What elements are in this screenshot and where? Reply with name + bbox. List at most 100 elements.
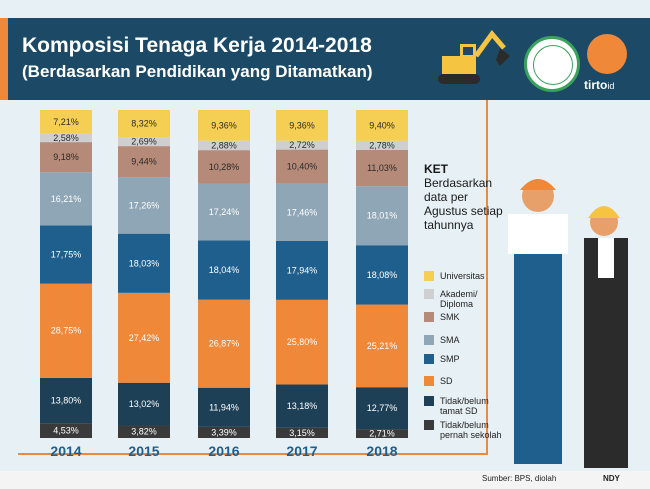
chart-title: Komposisi Tenaga Kerja 2014-2018: [22, 34, 372, 57]
legend-label: Tidak/belum tamat SD: [440, 396, 489, 416]
bar-segment: [40, 225, 92, 284]
source-note: Sumber: BPS, diolah: [482, 474, 557, 483]
legend-swatch: [424, 335, 434, 345]
tirto-wordmark: tirtoid: [584, 78, 615, 92]
x-tick-label: 2017: [286, 443, 317, 459]
workers-illustration: [508, 179, 628, 468]
legend-label: SD: [440, 376, 453, 386]
data-label: 10,28%: [209, 162, 240, 172]
chart-frame: [18, 100, 488, 455]
bar-segment: [198, 183, 250, 241]
data-label: 9,36%: [211, 120, 237, 130]
data-label: 25,21%: [367, 341, 398, 351]
legend-label: Akademi/ Diploma: [440, 289, 478, 309]
author-initials: NDY: [603, 474, 620, 483]
bar-segment: [198, 387, 250, 427]
data-label: 13,02%: [129, 399, 160, 409]
bar-segment: [118, 292, 170, 383]
data-label: 7,21%: [53, 117, 79, 127]
data-label: 2,58%: [53, 133, 79, 143]
bar-segment: [40, 283, 92, 378]
legend-label: Tidak/belum pernah sekolah: [440, 420, 502, 440]
data-label: 25,80%: [287, 337, 318, 347]
bar-segment: [118, 146, 170, 178]
data-label: 16,21%: [51, 194, 82, 204]
data-label: 8,32%: [131, 119, 157, 129]
bar-segment: [356, 429, 408, 438]
legend-swatch: [424, 289, 434, 299]
bar-segment: [356, 110, 408, 141]
bar-segment: [118, 425, 170, 438]
data-label: 17,24%: [209, 207, 240, 217]
data-label: 2,88%: [211, 140, 237, 150]
header-accent-stripe: [0, 18, 8, 100]
legend-swatch: [424, 396, 434, 406]
data-label: 13,80%: [51, 396, 82, 406]
bar-segment: [118, 110, 170, 138]
legend-swatch: [424, 312, 434, 322]
bar-segment: [40, 172, 92, 226]
x-tick-label: 2016: [208, 443, 239, 459]
x-tick-label: 2018: [366, 443, 397, 459]
bar-segment: [198, 140, 250, 151]
tirto-logo-icon: [587, 34, 627, 74]
data-label: 10,40%: [287, 162, 318, 172]
data-label: 9,40%: [369, 120, 395, 130]
bar-segment: [118, 233, 170, 293]
data-label: 18,03%: [129, 258, 160, 268]
bar-segment: [118, 137, 170, 147]
bar-segment: [276, 240, 328, 300]
data-label: 17,75%: [51, 249, 82, 259]
bar-segment: [276, 110, 328, 141]
bar-segment: [118, 177, 170, 234]
bar-segment: [276, 299, 328, 385]
excavator-icon: [438, 29, 510, 84]
legend-swatch: [424, 420, 434, 430]
legend-label: SMP: [440, 354, 460, 364]
bar-segment: [198, 150, 250, 184]
data-label: 2,71%: [369, 429, 395, 439]
x-tick-label: 2015: [128, 443, 159, 459]
data-label: 18,04%: [209, 265, 240, 275]
data-label: 17,46%: [287, 207, 318, 217]
data-label: 11,94%: [209, 402, 239, 412]
bar-segment: [356, 387, 408, 430]
footer-bar: [0, 471, 650, 489]
data-label: 3,82%: [131, 427, 157, 437]
bar-segment: [198, 299, 250, 388]
bar-segment: [356, 245, 408, 305]
chart-subtitle: (Berdasarkan Pendidikan yang Ditamatkan): [22, 62, 373, 81]
data-label: 26,87%: [209, 339, 240, 349]
data-label: 2,72%: [289, 140, 315, 150]
data-label: 2,69%: [131, 137, 157, 147]
legend-label: Universitas: [440, 271, 485, 281]
bar-segment: [356, 149, 408, 187]
bar-segment: [40, 133, 92, 143]
legend-label: SMK: [440, 312, 460, 322]
bar-segment: [198, 110, 250, 141]
data-label: 4,53%: [53, 426, 79, 436]
bar-segment: [40, 377, 92, 424]
data-label: 2,78%: [369, 140, 395, 150]
data-label: 18,08%: [367, 270, 398, 280]
legend-swatch: [424, 271, 434, 281]
bar-segment: [198, 426, 250, 438]
data-label: 3,39%: [211, 427, 237, 437]
bar-segment: [276, 183, 328, 241]
bar-segment: [276, 149, 328, 184]
legend-swatch: [424, 376, 434, 386]
data-label: 12,77%: [367, 403, 398, 413]
data-label: 13,18%: [287, 401, 318, 411]
x-tick-label: 2014: [50, 443, 81, 459]
data-label: 3,15%: [289, 428, 315, 438]
data-label: 27,42%: [129, 333, 160, 343]
bar-segment: [40, 110, 92, 134]
bar-segment: [198, 240, 250, 300]
bar-segment: [356, 140, 408, 150]
data-label: 17,26%: [129, 200, 160, 210]
bar-segment: [40, 142, 92, 173]
data-label: 17,94%: [287, 265, 318, 275]
data-label: 9,18%: [53, 152, 79, 162]
legend-label: SMA: [440, 335, 460, 345]
